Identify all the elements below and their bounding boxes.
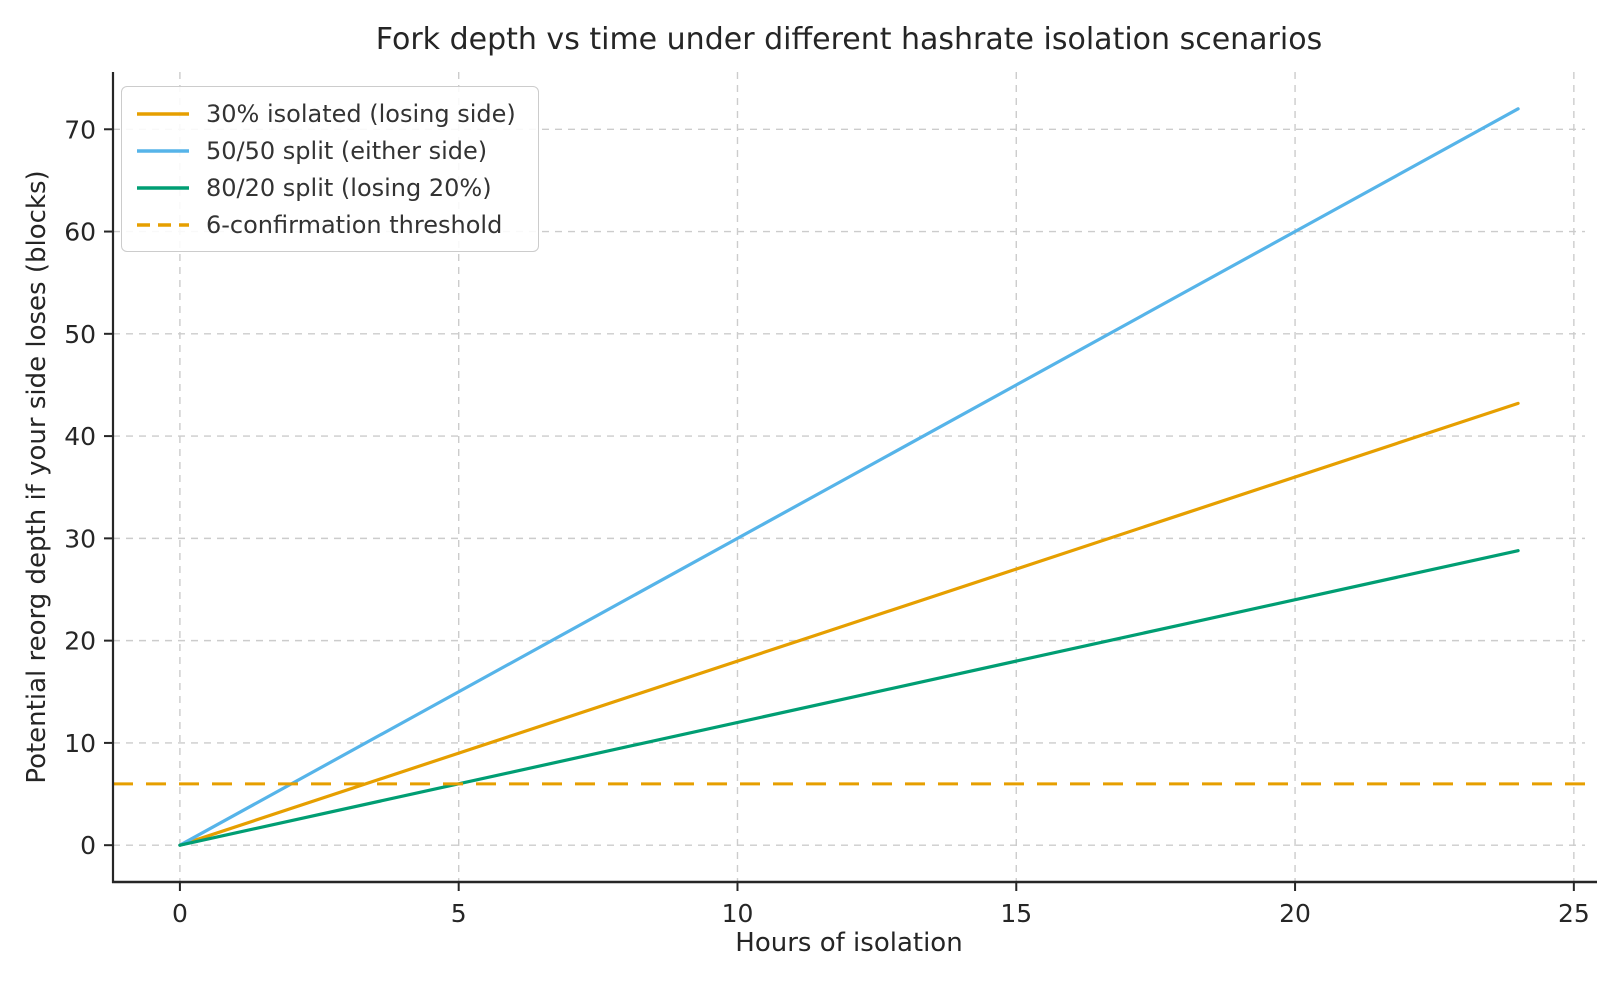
x-axis-label: Hours of isolation xyxy=(735,928,963,958)
x-tick-label: 5 xyxy=(451,899,467,928)
y-tick-label: 70 xyxy=(64,115,96,144)
x-tick-label: 25 xyxy=(1558,899,1590,928)
legend-item: 6-confirmation threshold xyxy=(135,206,516,243)
series-line-0 xyxy=(178,401,1520,847)
legend-item: 30% isolated (losing side) xyxy=(135,95,516,132)
y-tick-label: 40 xyxy=(64,422,96,451)
legend-swatch-line xyxy=(137,148,189,153)
legend-label: 6-confirmation threshold xyxy=(206,210,503,239)
y-tick-label: 0 xyxy=(80,831,96,860)
x-tick-label: 10 xyxy=(722,899,754,928)
x-tick-label: 20 xyxy=(1279,899,1311,928)
x-tick-label: 15 xyxy=(1000,899,1032,928)
y-axis-label: Potential reorg depth if your side loses… xyxy=(22,170,52,784)
legend: 30% isolated (losing side) 50/50 split (… xyxy=(121,86,539,252)
legend-swatch-dashed-line xyxy=(137,222,189,227)
y-tick-label: 20 xyxy=(64,627,96,656)
y-tick-label: 10 xyxy=(64,729,96,758)
y-tick-label: 60 xyxy=(64,218,96,247)
legend-label: 50/50 split (either side) xyxy=(206,136,488,165)
legend-item: 50/50 split (either side) xyxy=(135,132,516,169)
y-tick-label: 50 xyxy=(64,320,96,349)
legend-label: 30% isolated (losing side) xyxy=(206,99,516,128)
series-line-2 xyxy=(178,549,1520,847)
legend-label: 80/20 split (losing 20%) xyxy=(206,173,492,202)
y-tick-label: 30 xyxy=(64,524,96,553)
chart-title: Fork depth vs time under different hashr… xyxy=(375,22,1323,57)
legend-item: 80/20 split (losing 20%) xyxy=(135,169,516,206)
legend-swatch-line xyxy=(137,111,189,116)
x-tick-label: 0 xyxy=(172,899,188,928)
series-line-1 xyxy=(178,107,1520,847)
legend-swatch-line xyxy=(137,185,189,190)
